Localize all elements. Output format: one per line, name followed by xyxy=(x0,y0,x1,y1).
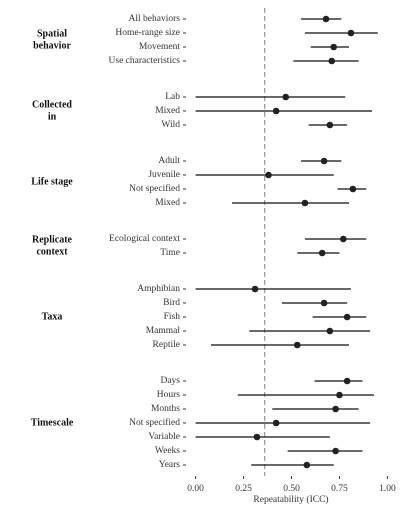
point-estimate xyxy=(332,405,339,413)
group-label: in xyxy=(48,111,57,122)
x-tick-label: 1.00 xyxy=(379,484,396,494)
category-label: Mixed xyxy=(155,198,180,208)
x-tick-label: 0.75 xyxy=(331,484,348,494)
group-label: Collected xyxy=(32,99,72,110)
category-label: Amphibian xyxy=(137,284,180,294)
category-label: Hours xyxy=(157,390,181,400)
category-label: Not specified xyxy=(129,183,180,194)
group-label: Spatial xyxy=(37,28,67,39)
category-label: Home-range size xyxy=(115,28,180,38)
category-label: Ecological context xyxy=(109,234,180,244)
category-label: Wild xyxy=(161,120,180,130)
category-label: Movement xyxy=(139,42,181,52)
point-estimate xyxy=(336,391,343,399)
category-label: Use characteristics xyxy=(109,56,181,66)
point-estimate xyxy=(282,93,290,101)
category-label: Variable xyxy=(148,432,180,442)
category-label: Bird xyxy=(163,298,180,308)
point-estimate xyxy=(293,341,301,349)
category-label: Reptile xyxy=(153,340,180,350)
x-tick-label: 0.25 xyxy=(235,484,252,494)
point-estimate xyxy=(326,121,334,129)
x-tick-label: 0.00 xyxy=(187,484,204,494)
point-estimate xyxy=(328,57,336,65)
category-label: Fish xyxy=(164,312,181,322)
category-label: Mammal xyxy=(146,326,181,336)
point-estimate xyxy=(322,15,330,23)
point-estimate xyxy=(251,285,259,293)
category-label: Days xyxy=(160,376,180,386)
category-label: Months xyxy=(151,404,180,414)
point-estimate xyxy=(272,419,280,427)
group-label: Life stage xyxy=(31,176,73,187)
point-estimate xyxy=(303,461,311,469)
point-estimate xyxy=(265,171,272,179)
category-label: Not specified xyxy=(129,417,180,428)
point-estimate xyxy=(253,433,261,441)
point-estimate xyxy=(272,107,280,115)
point-estimate xyxy=(343,377,351,385)
group-label: Replicate xyxy=(32,234,73,245)
group-label: behavior xyxy=(33,40,71,51)
point-estimate xyxy=(326,327,334,335)
x-tick-label: 0.50 xyxy=(283,484,300,494)
group-label: Timescale xyxy=(31,417,74,428)
category-label: Years xyxy=(159,460,181,470)
category-label: Lab xyxy=(165,92,180,102)
category-label: Mixed xyxy=(155,106,180,116)
point-estimate xyxy=(318,249,326,257)
point-estimate xyxy=(349,185,357,193)
category-label: Time xyxy=(160,248,180,258)
point-estimate xyxy=(330,43,338,51)
point-estimate xyxy=(347,29,355,37)
group-label: context xyxy=(36,246,68,257)
x-axis-label: Repeatability (ICC) xyxy=(253,494,328,505)
category-label: Adult xyxy=(158,156,180,166)
point-estimate xyxy=(332,447,339,455)
point-estimate xyxy=(301,199,309,207)
category-label: All behaviors xyxy=(129,14,181,24)
group-label: Taxa xyxy=(42,311,63,322)
category-label: Weeks xyxy=(155,446,180,456)
point-estimate xyxy=(320,157,328,165)
point-estimate xyxy=(339,235,347,243)
point-estimate xyxy=(320,299,328,307)
category-label: Juvenile xyxy=(148,170,180,180)
point-estimate xyxy=(343,313,351,321)
